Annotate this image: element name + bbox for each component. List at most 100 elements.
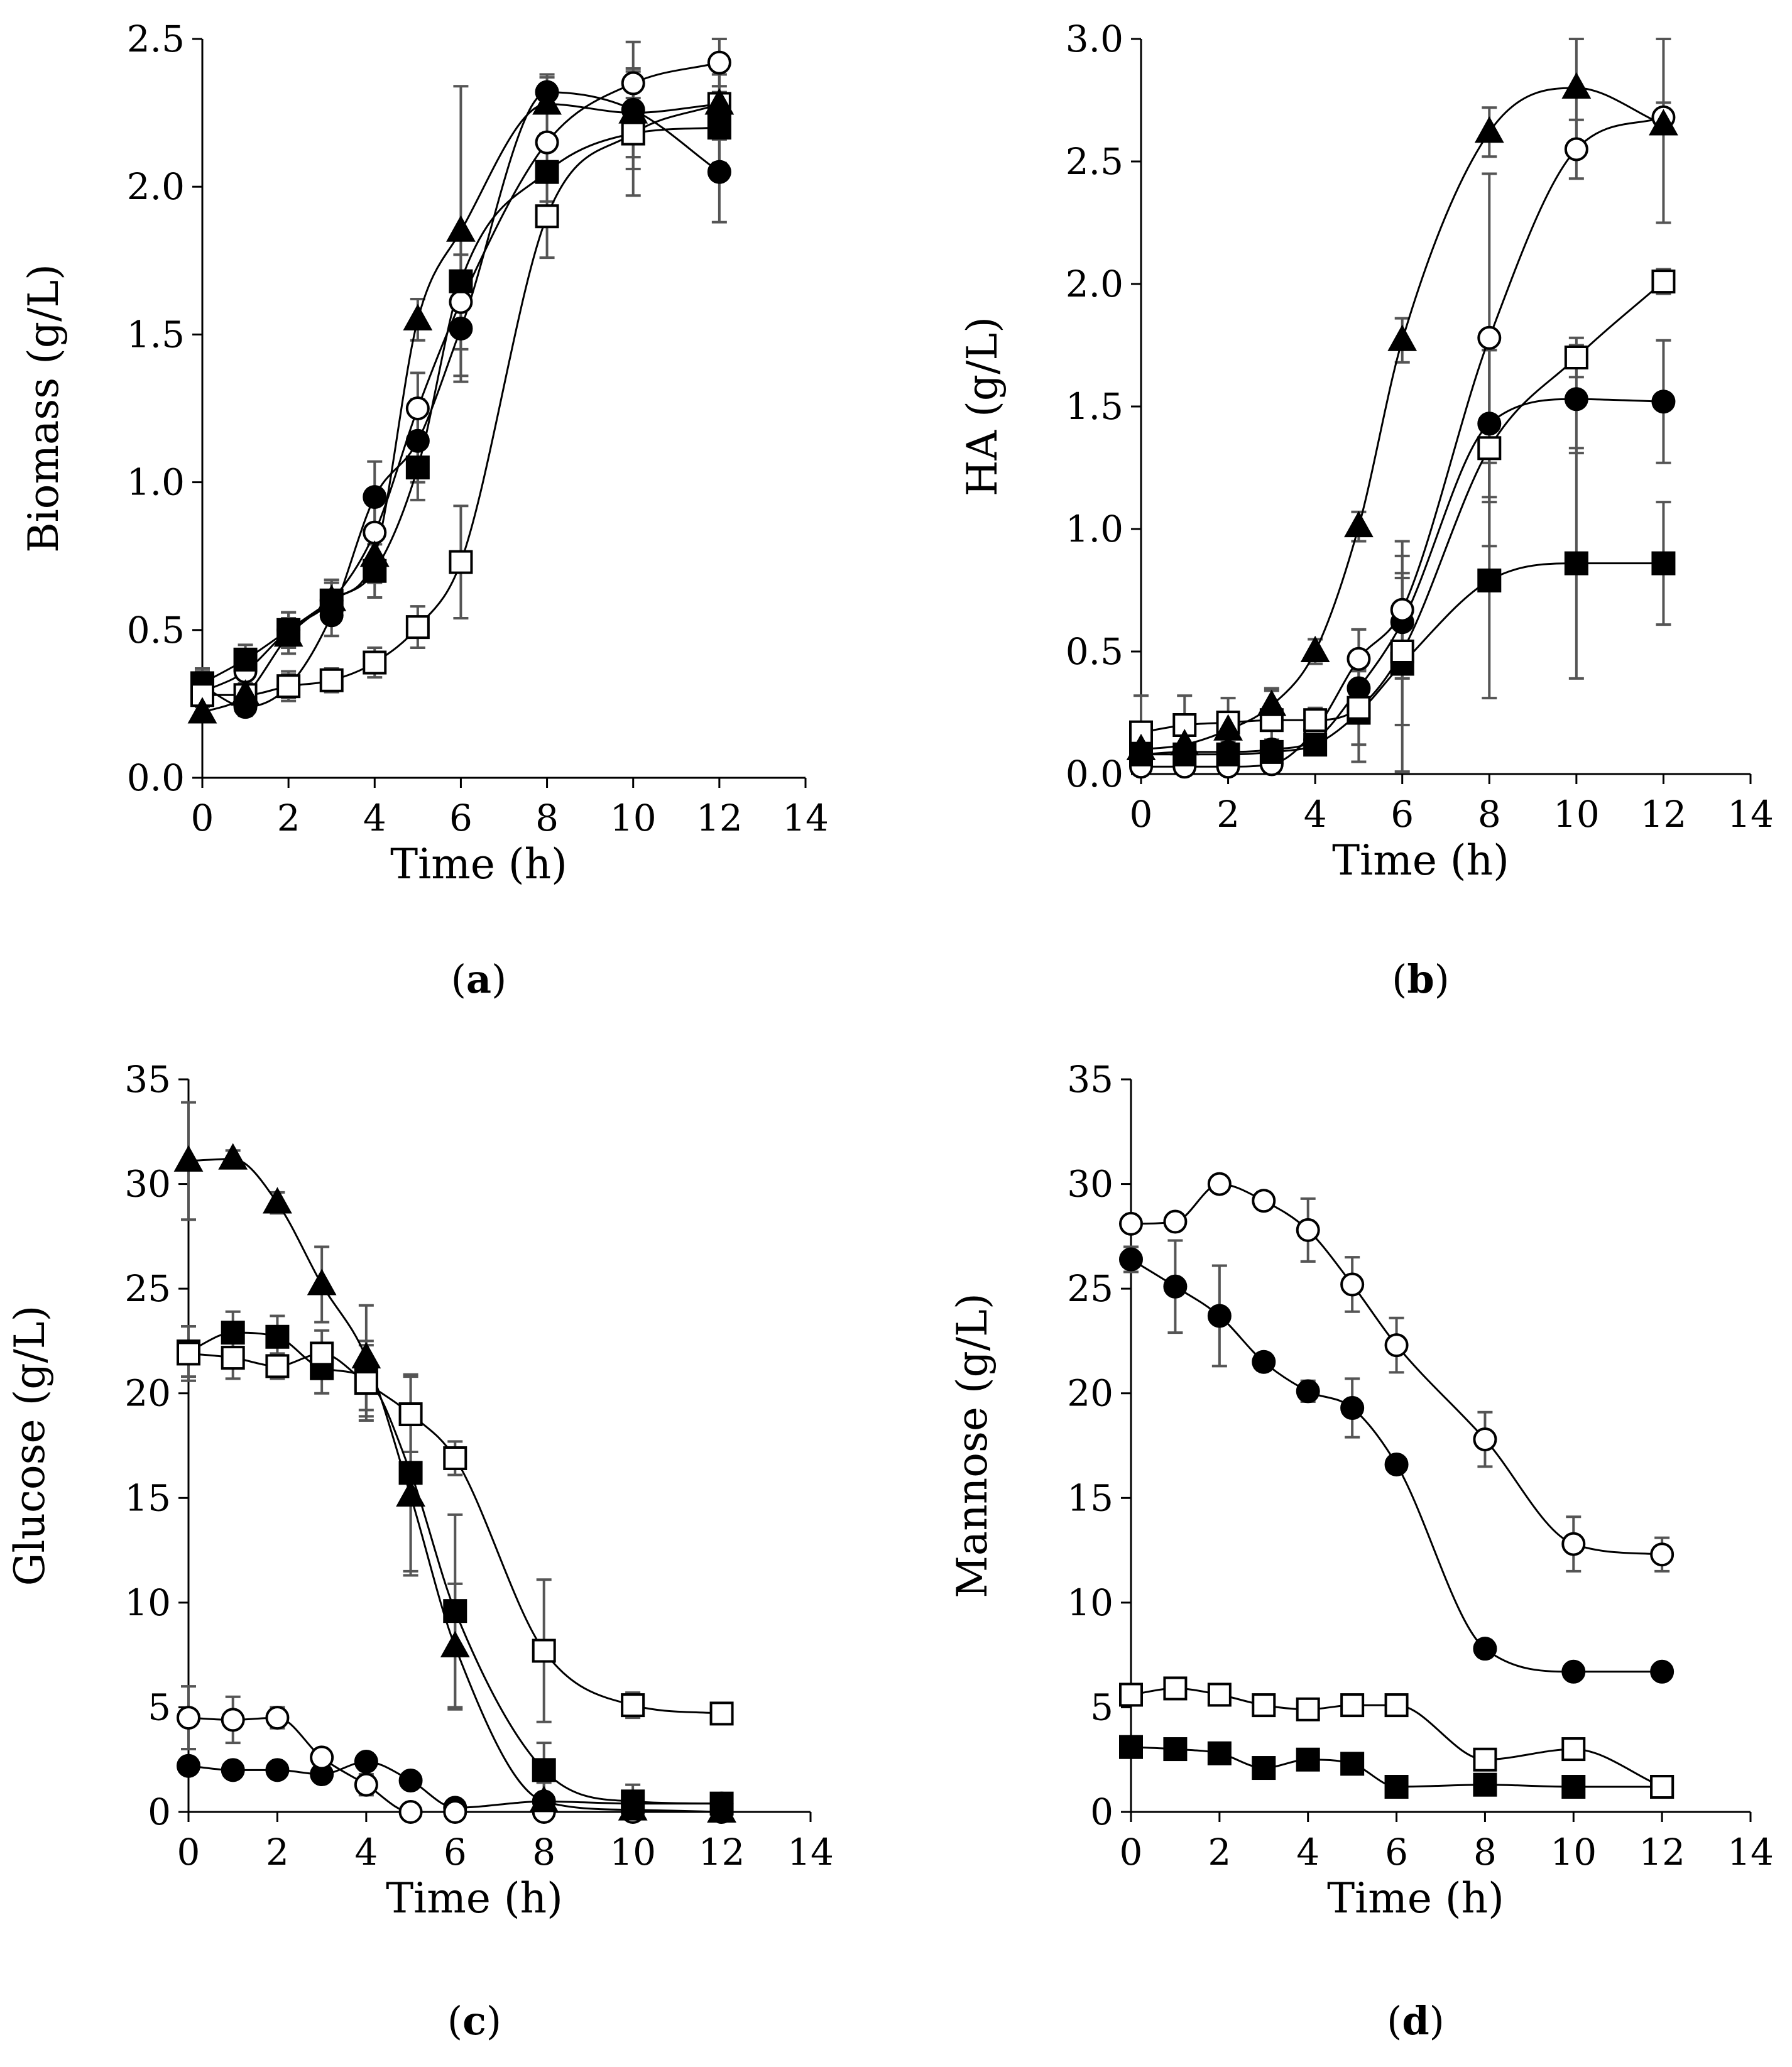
- x-tick-label: 8: [1478, 793, 1501, 836]
- x-tick-label: 2: [266, 1831, 289, 1873]
- marker-open-circle: [354, 1772, 378, 1797]
- marker-filled-circle: [1561, 1659, 1586, 1684]
- marker-filled-triangle: [529, 1786, 559, 1813]
- marker-filled-triangle: [396, 1480, 425, 1507]
- marker-filled-triangle: [1257, 689, 1287, 716]
- marker-filled-triangle: [704, 88, 735, 115]
- marker-filled-triangle: [1387, 324, 1418, 351]
- y-tick-label: 0: [1090, 1791, 1113, 1833]
- marker-open-circle: [1384, 1333, 1409, 1358]
- marker-open-circle: [221, 1708, 245, 1732]
- marker-open-square: [265, 1354, 290, 1378]
- caption-close-paren: ): [1434, 956, 1450, 1002]
- marker-open-circle: [449, 290, 473, 314]
- y-tick-label: 0.5: [1066, 630, 1123, 673]
- marker-filled-triangle: [1649, 109, 1678, 136]
- marker-filled-square: [1163, 1737, 1188, 1762]
- marker-filled-circle: [177, 1753, 200, 1778]
- marker-open-circle: [1340, 1272, 1365, 1297]
- caption-letter: c: [462, 1998, 486, 2044]
- marker-filled-triangle: [1300, 635, 1330, 662]
- x-tick-label: 0: [1120, 1831, 1143, 1873]
- caption-letter: d: [1402, 1998, 1429, 2044]
- marker-filled-circle: [1296, 1379, 1320, 1404]
- marker-filled-triangle: [532, 88, 562, 115]
- marker-open-circle: [1252, 1189, 1276, 1213]
- y-axis-title: Biomass (g/L): [19, 264, 68, 553]
- marker-open-circle: [177, 1706, 200, 1730]
- x-axis-title: Time (h): [1327, 1874, 1504, 1922]
- marker-open-circle: [310, 1745, 334, 1770]
- marker-open-circle: [1163, 1209, 1188, 1234]
- marker-filled-square: [1252, 1756, 1276, 1781]
- y-tick-label: 1.0: [1066, 508, 1123, 550]
- marker-filled-circle: [1207, 1304, 1232, 1328]
- marker-open-circle: [1561, 1532, 1586, 1556]
- y-axis-title: Glucose (g/L): [6, 1306, 54, 1586]
- marker-filled-circle: [1119, 1247, 1143, 1272]
- marker-open-square: [449, 550, 473, 574]
- marker-open-circle: [443, 1800, 467, 1824]
- x-tick-label: 4: [354, 1831, 378, 1873]
- x-tick-label: 10: [1553, 793, 1600, 836]
- marker-filled-square: [1651, 551, 1676, 575]
- marker-open-square: [1650, 1775, 1675, 1799]
- x-tick-label: 0: [177, 1831, 200, 1873]
- y-tick-label: 2.0: [1066, 263, 1123, 305]
- x-tick-label: 14: [1727, 793, 1774, 836]
- marker-open-square: [1347, 695, 1371, 720]
- marker-filled-triangle: [173, 1145, 204, 1172]
- marker-filled-circle: [1650, 1659, 1675, 1684]
- x-tick-label: 12: [699, 1831, 745, 1873]
- marker-open-square: [319, 668, 344, 692]
- caption-close-paren: ): [491, 956, 506, 1002]
- marker-filled-triangle: [218, 1143, 248, 1170]
- marker-open-square: [532, 1639, 556, 1663]
- marker-open-square: [1390, 640, 1414, 663]
- y-tick-label: 30: [124, 1163, 171, 1206]
- y-tick-label: 1.5: [1066, 385, 1123, 428]
- marker-open-circle: [398, 1800, 423, 1824]
- panel-caption: (d): [1387, 1998, 1445, 2044]
- marker-open-square: [1473, 1747, 1497, 1772]
- marker-filled-square: [1340, 1752, 1365, 1776]
- marker-open-square: [310, 1341, 334, 1366]
- x-tick-label: 4: [1304, 793, 1327, 836]
- marker-filled-triangle: [307, 1268, 337, 1295]
- y-tick-label: 3.0: [1066, 18, 1123, 60]
- marker-filled-square: [221, 1321, 245, 1345]
- marker-filled-square: [707, 116, 731, 140]
- marker-filled-triangle: [351, 1341, 381, 1369]
- marker-filled-square: [1303, 733, 1328, 757]
- marker-filled-triangle: [1344, 510, 1374, 538]
- marker-filled-circle: [1347, 676, 1371, 701]
- marker-filled-circle: [449, 316, 473, 341]
- marker-filled-square: [1561, 1775, 1586, 1799]
- marker-filled-circle: [354, 1750, 378, 1774]
- marker-filled-triangle: [359, 540, 390, 567]
- marker-filled-triangle: [187, 697, 217, 724]
- marker-filled-triangle: [403, 303, 433, 330]
- marker-filled-square: [532, 1758, 556, 1782]
- marker-filled-circle: [1651, 390, 1676, 414]
- x-tick-label: 4: [1296, 1831, 1319, 1873]
- marker-open-square: [1340, 1693, 1365, 1718]
- marker-filled-square: [1119, 1735, 1143, 1759]
- marker-open-square: [709, 1701, 734, 1726]
- marker-open-square: [621, 121, 645, 146]
- marker-filled-triangle: [440, 1630, 470, 1657]
- caption-open-paren: (: [451, 956, 466, 1002]
- marker-open-square: [1303, 708, 1328, 733]
- y-tick-label: 20: [1067, 1372, 1113, 1415]
- marker-filled-triangle: [317, 584, 347, 611]
- y-tick-label: 2.5: [1066, 140, 1123, 183]
- marker-filled-triangle: [1561, 72, 1592, 99]
- x-tick-label: 14: [787, 1831, 834, 1873]
- x-tick-label: 4: [363, 797, 386, 839]
- marker-filled-triangle: [1213, 714, 1243, 741]
- y-tick-label: 2.5: [127, 18, 185, 60]
- marker-filled-circle: [265, 1758, 290, 1782]
- y-tick-label: 30: [1067, 1163, 1113, 1206]
- marker-filled-square: [443, 1599, 467, 1623]
- panel-caption: (b): [1392, 956, 1450, 1002]
